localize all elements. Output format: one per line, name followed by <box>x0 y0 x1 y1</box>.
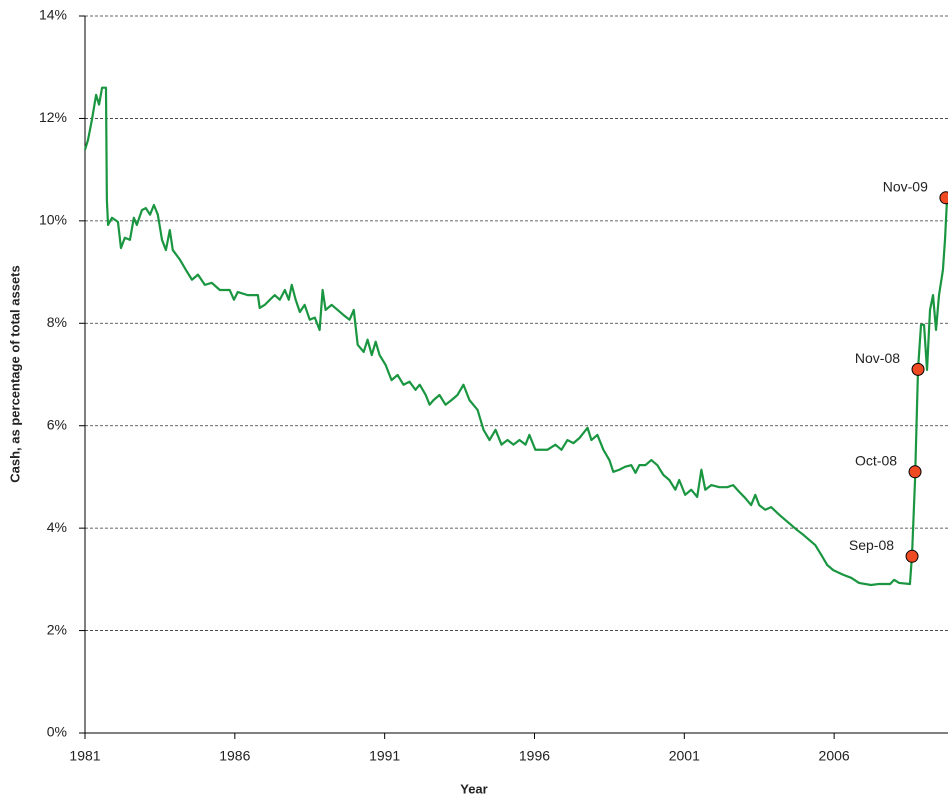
y-tick-label: 12% <box>39 109 67 125</box>
y-tick-label: 8% <box>47 314 67 330</box>
annotation-label: Nov-08 <box>855 350 900 366</box>
y-tick-label: 14% <box>39 7 67 23</box>
highlight-marker <box>908 465 922 479</box>
y-tick-label: 10% <box>39 212 67 228</box>
data-line <box>83 86 948 587</box>
y-axis-label: Cash, as percentage of total assets <box>7 265 22 482</box>
x-axis-label: Year <box>460 781 487 796</box>
annotation-label: Nov-09 <box>883 179 928 195</box>
highlight-marker <box>911 362 925 376</box>
highlight-marker <box>939 191 948 205</box>
x-tick-label: 1996 <box>519 748 550 764</box>
y-tick-label: 6% <box>47 416 67 432</box>
x-tick-label: 1986 <box>219 748 250 764</box>
annotation-label: Sep-08 <box>849 537 894 553</box>
y-tick-label: 4% <box>47 519 67 535</box>
y-tick-label: 0% <box>47 724 67 740</box>
x-tick-label: 2001 <box>669 748 700 764</box>
highlight-marker <box>905 549 919 563</box>
x-tick-label: 1991 <box>369 748 400 764</box>
x-tick-label: 2006 <box>819 748 850 764</box>
annotation-label: Oct-08 <box>855 453 897 469</box>
x-tick-label: 1981 <box>69 748 100 764</box>
y-tick-label: 2% <box>47 621 67 637</box>
